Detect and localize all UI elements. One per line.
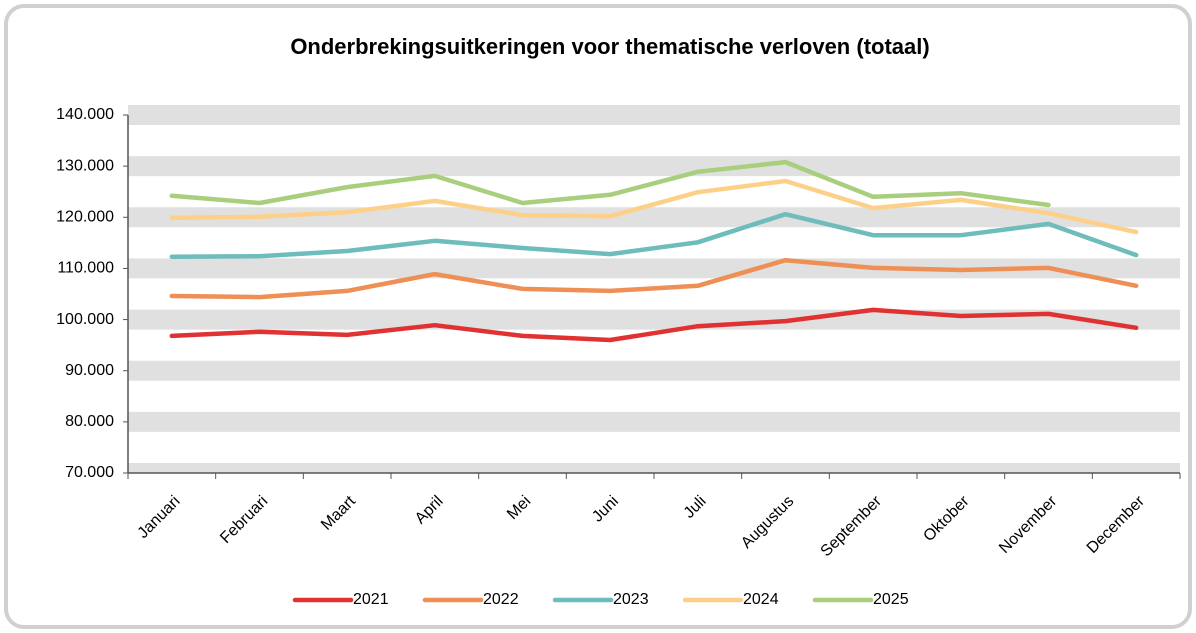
- series-line: [169, 307, 1139, 343]
- y-tick-label: 90.000: [65, 362, 114, 379]
- grid: [128, 105, 1180, 473]
- legend-label: 2024: [743, 591, 779, 608]
- legend-label: 2025: [873, 591, 909, 608]
- chart-title: Onderbrekingsuitkeringen voor thematisch…: [290, 34, 929, 59]
- legend-label: 2022: [483, 591, 519, 608]
- y-tick-label: 110.000: [57, 260, 114, 277]
- series-line: [169, 211, 1139, 259]
- series-line: [169, 257, 1139, 300]
- series-line: [169, 178, 1139, 235]
- y-tick-label: 120.000: [56, 209, 114, 226]
- series-line: [169, 159, 1051, 208]
- legend-label: 2021: [353, 591, 389, 608]
- legend-label: 2023: [613, 591, 649, 608]
- y-tick-label: 130.000: [56, 157, 114, 174]
- y-tick-label: 80.000: [65, 413, 114, 430]
- y-tick-label: 100.000: [56, 311, 114, 328]
- y-tick-label: 140.000: [56, 106, 114, 123]
- y-tick-label: 70.000: [65, 464, 114, 481]
